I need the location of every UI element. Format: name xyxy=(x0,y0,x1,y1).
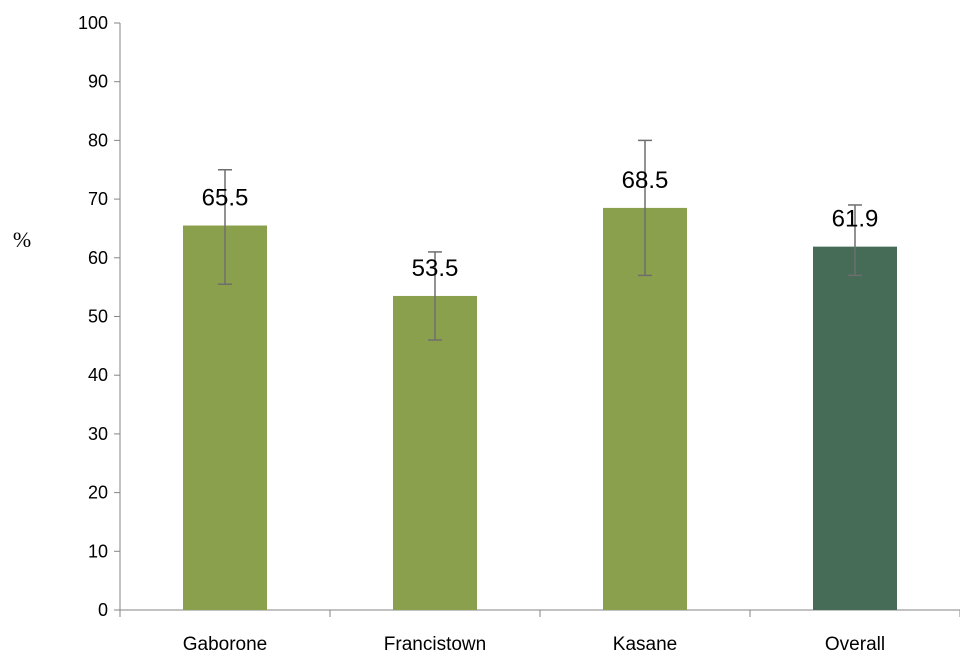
bar-gaborone xyxy=(183,225,267,610)
error-bars xyxy=(218,139,862,341)
y-axis-label: % xyxy=(13,227,31,252)
y-tick-label: 60 xyxy=(88,248,108,268)
y-tick-label: 80 xyxy=(88,130,108,150)
y-tick-label: 20 xyxy=(88,483,108,503)
x-tick-label: Francistown xyxy=(384,634,486,655)
axes: 0 10 20 30 40 50 60 70 80 90 100 Gaborone Francistow… xyxy=(78,13,960,655)
y-tick-label: 100 xyxy=(78,13,108,33)
bar-francistown xyxy=(393,295,477,610)
y-tick-label: 40 xyxy=(88,365,108,385)
data-label: 68.5 xyxy=(622,167,669,194)
x-tick-label: Kasane xyxy=(613,634,677,655)
x-tick-label: Gaborone xyxy=(183,634,268,655)
bars xyxy=(183,207,897,610)
y-tick-label: 0 xyxy=(98,600,108,620)
data-label: 53.5 xyxy=(412,255,459,282)
y-tick-label: 50 xyxy=(88,307,108,327)
y-tick-label: 10 xyxy=(88,541,108,561)
bar-overall xyxy=(813,246,897,610)
y-tick-label: 70 xyxy=(88,189,108,209)
x-tick-label: Overall xyxy=(825,634,885,655)
y-tick-label: 30 xyxy=(88,424,108,444)
data-label: 65.5 xyxy=(202,185,249,212)
y-tick-label: 90 xyxy=(88,72,108,92)
data-label: 61.9 xyxy=(832,206,879,233)
data-labels: 65.5 53.5 68.5 61.9 xyxy=(202,167,879,282)
